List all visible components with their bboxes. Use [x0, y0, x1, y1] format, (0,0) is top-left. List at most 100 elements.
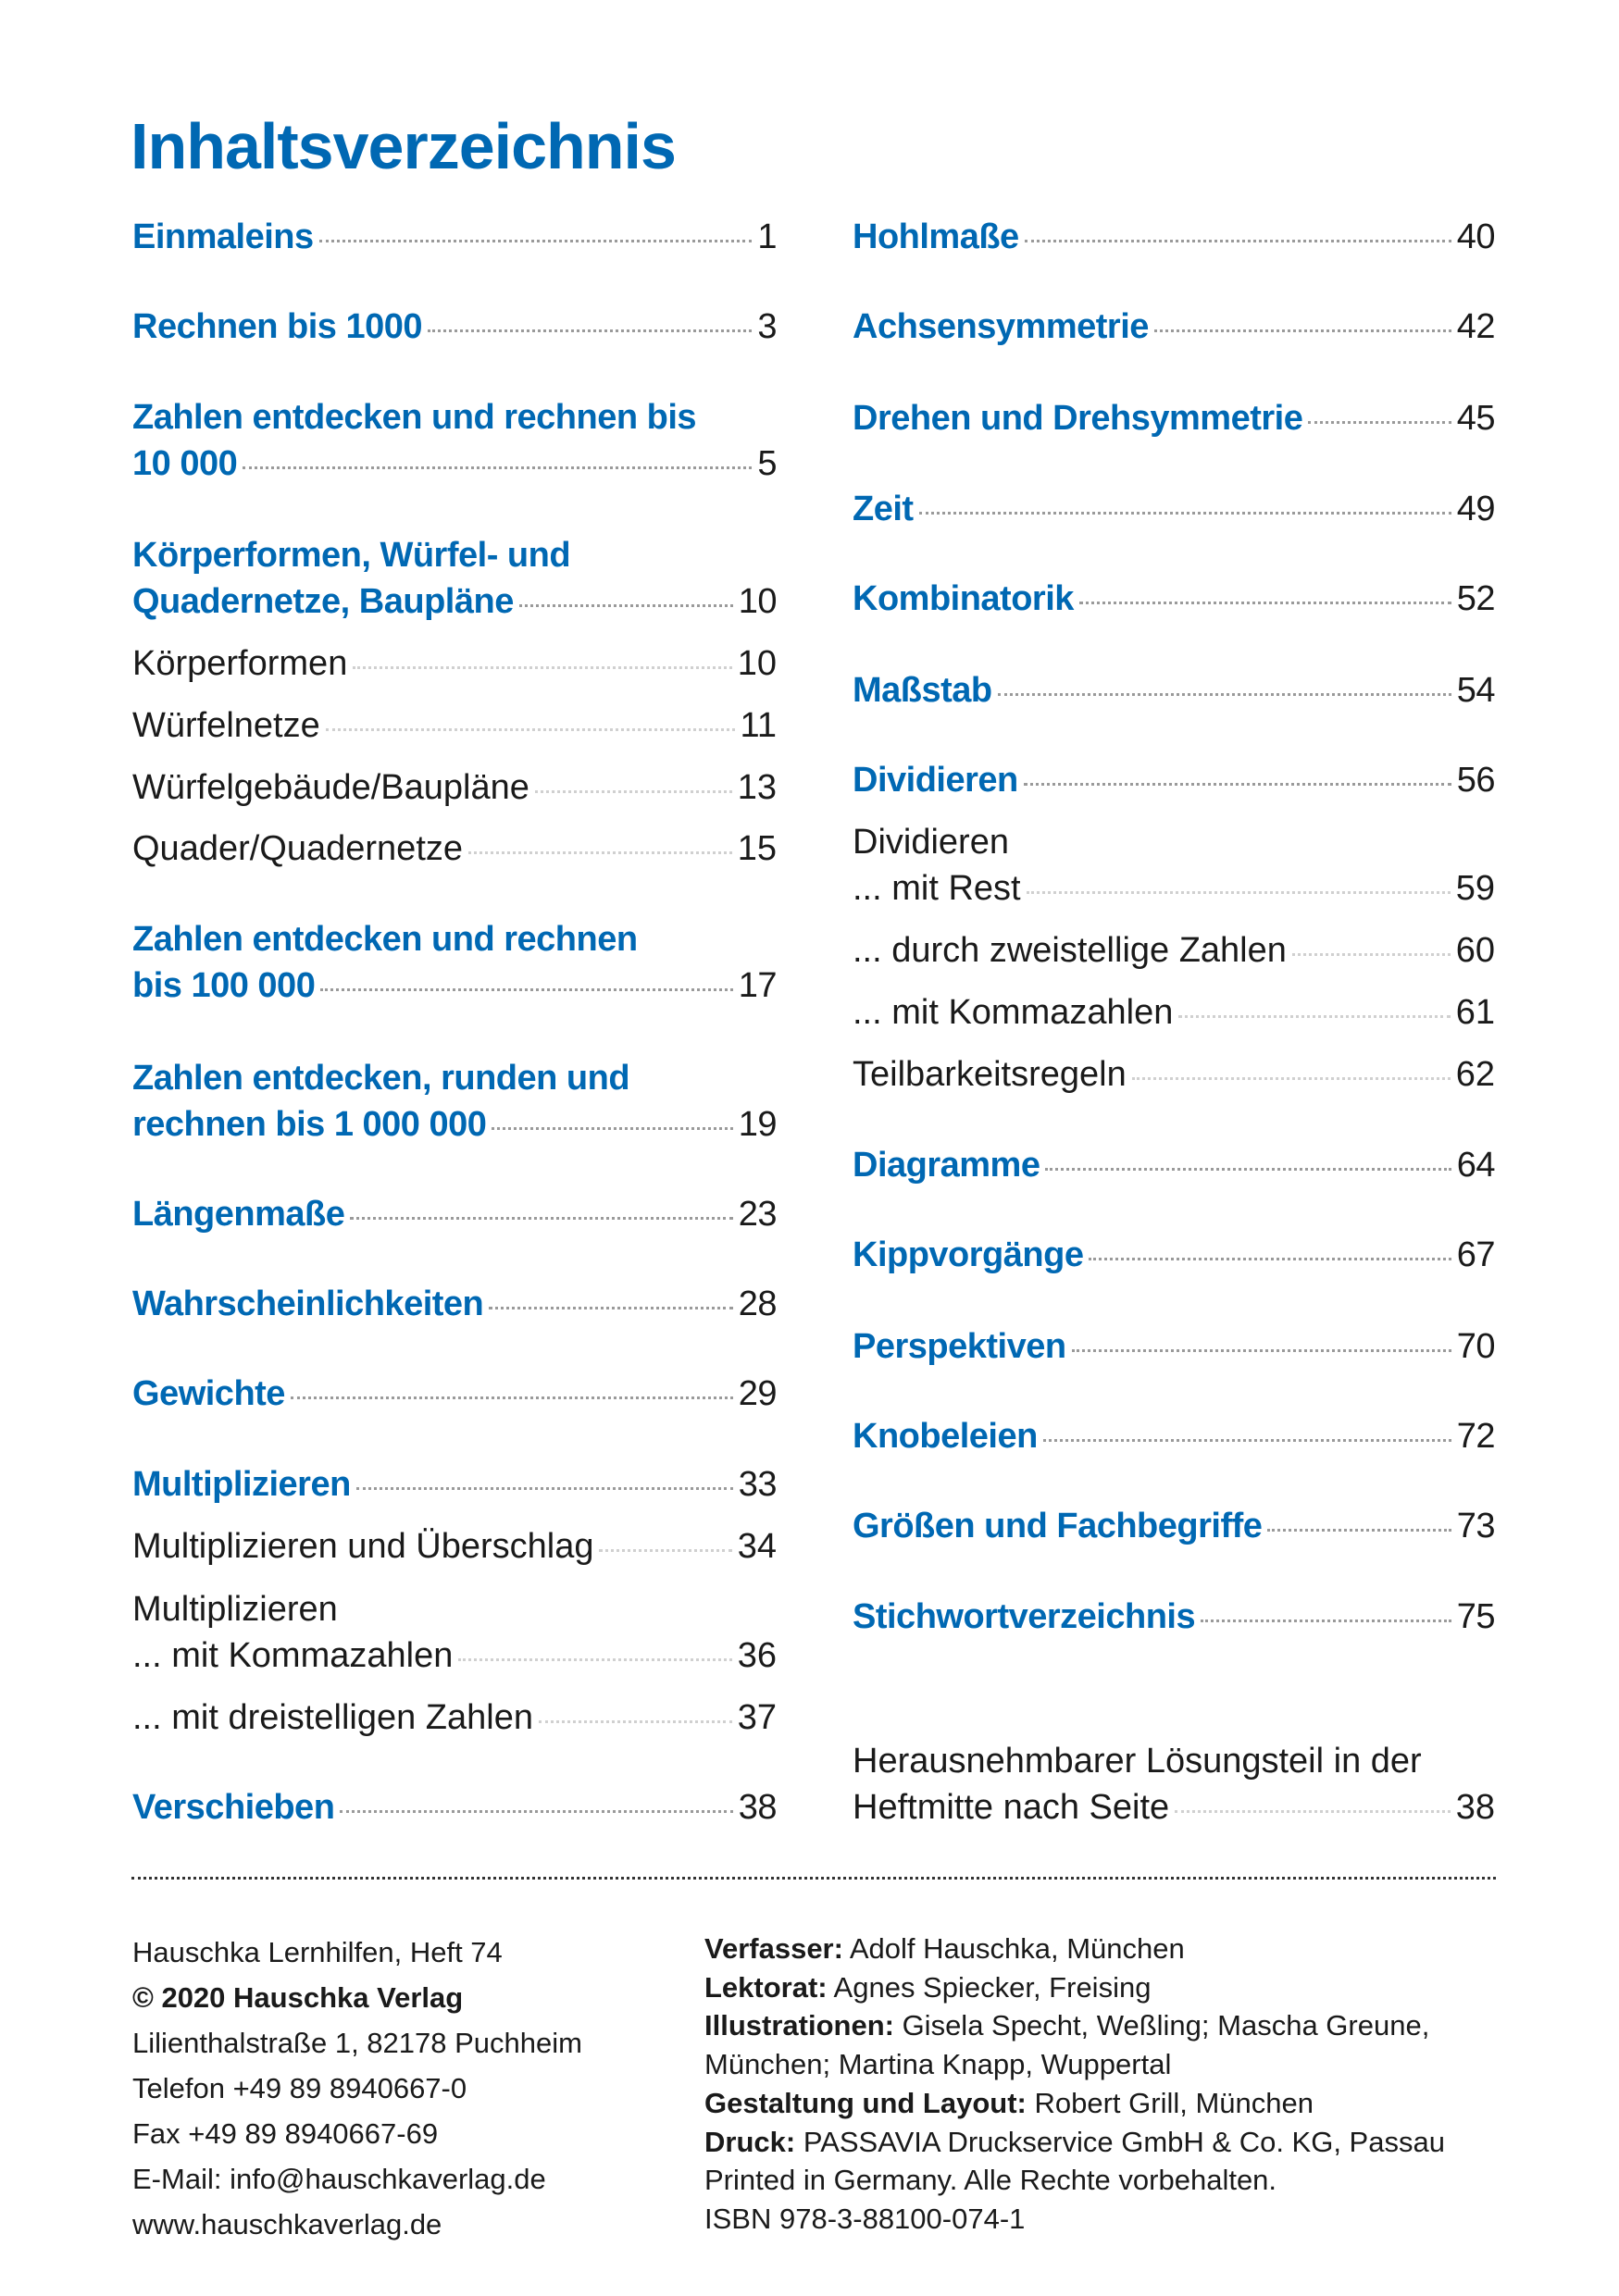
- toc-entry[interactable]: Dividieren ... mit Rest 59: [853, 819, 1495, 912]
- toc-entry-row: ... mit Rest 59: [853, 865, 1495, 912]
- toc-entry[interactable]: Multiplizieren ... mit Kommazahlen 36: [132, 1586, 777, 1679]
- toc-entry-label: bis 100 000: [132, 966, 316, 1006]
- dot-leader: [355, 1487, 733, 1491]
- toc-page-number: 70: [1456, 1326, 1496, 1366]
- toc-entry[interactable]: Achsensymmetrie 42: [853, 304, 1496, 350]
- footer-line: © 2020 Hauschka Verlag: [132, 1981, 464, 2014]
- toc-entry[interactable]: Größen und Fachbegriffe 73: [853, 1503, 1496, 1549]
- toc-entry-label: Teilbarkeitsregeln: [853, 1054, 1127, 1094]
- toc-entry-row: Achsensymmetrie 42: [853, 304, 1496, 350]
- dot-leader: [1071, 1348, 1451, 1352]
- toc-entry-row: Längenmaße 23: [132, 1191, 778, 1237]
- toc-entry[interactable]: Wahrscheinlichkeiten 28: [132, 1281, 778, 1327]
- footer-line: www.hauschkaverlag.de: [132, 2208, 442, 2240]
- toc-entry[interactable]: Herausnehmbarer Lösungsteil in der Heftmi…: [853, 1738, 1495, 1831]
- toc-entry-label: Zeit: [853, 490, 914, 529]
- toc-page-number: 40: [1456, 217, 1496, 256]
- toc-entry-label: Achsensymmetrie: [853, 306, 1149, 346]
- toc-entry-row: Heftmitte nach Seite 38: [853, 1784, 1495, 1831]
- toc-entry[interactable]: ... mit Kommazahlen 61: [853, 989, 1495, 1036]
- toc-entry[interactable]: ... mit dreistelligen Zahlen 37: [132, 1694, 777, 1741]
- dot-leader: [350, 1216, 733, 1220]
- toc-entry-row: ... mit dreistelligen Zahlen 37: [132, 1694, 777, 1741]
- dot-leader: [492, 1126, 733, 1130]
- toc-entry[interactable]: Einmaleins 1: [132, 214, 777, 260]
- toc-entry[interactable]: ... durch zweistellige Zahlen 60: [853, 927, 1495, 974]
- toc-entry[interactable]: Würfelgebäude/Baupläne 13: [132, 764, 777, 811]
- toc-entry-title-line: Körperformen, Würfel- und: [132, 536, 571, 576]
- toc-page-number: 52: [1456, 579, 1496, 619]
- toc-entry[interactable]: Hohlmaße 40: [853, 214, 1496, 260]
- toc-entry[interactable]: Dividieren 56: [853, 757, 1496, 803]
- toc-entry[interactable]: Knobeleien 72: [853, 1413, 1496, 1459]
- toc-entry[interactable]: Würfelnetze 11: [132, 702, 777, 749]
- dot-leader: [290, 1396, 733, 1399]
- toc-entry[interactable]: Kippvorgänge 67: [853, 1232, 1496, 1278]
- credit-line: Printed in Germany. Alle Rechte vorbehal…: [704, 2161, 1519, 2200]
- credit-line: Illustrationen: Gisela Specht, Weßling; …: [704, 2006, 1519, 2045]
- dot-leader: [518, 604, 733, 608]
- dotted-divider: [131, 1877, 1496, 1880]
- footer-line: Fax +49 89 8940667-69: [132, 2117, 439, 2150]
- toc-page-number: 10: [737, 644, 777, 684]
- credit-label: Lektorat:: [704, 1970, 828, 2004]
- toc-entry-row: Wahrscheinlichkeiten 28: [132, 1281, 778, 1327]
- credit-label: Druck:: [704, 2125, 796, 2158]
- toc-entry[interactable]: Verschieben 38: [132, 1784, 778, 1831]
- toc-entry-label: Multiplizieren: [132, 1465, 351, 1505]
- dot-leader: [325, 727, 735, 731]
- dot-leader: [243, 465, 753, 469]
- toc-entry[interactable]: Multiplizieren und Überschlag 34: [132, 1523, 777, 1570]
- toc-entry[interactable]: Längenmaße 23: [132, 1191, 778, 1237]
- toc-entry-row: Quader/Quadernetze 15: [132, 825, 777, 872]
- toc-page-number: 38: [738, 1787, 778, 1827]
- footer-line: Telefon +49 89 8940667-0: [132, 2072, 467, 2104]
- toc-entry-row: Zeit 49: [853, 486, 1496, 532]
- toc-entry[interactable]: Multiplizieren 33: [132, 1461, 778, 1508]
- toc-page-number: 3: [757, 306, 777, 346]
- toc-page-number: 23: [738, 1194, 778, 1234]
- toc-entry-row: Teilbarkeitsregeln 62: [853, 1051, 1495, 1098]
- toc-page-number: 73: [1456, 1506, 1496, 1545]
- toc-entry-label: Würfelnetze: [132, 705, 320, 745]
- toc-entry[interactable]: Zahlen entdecken und rechnen bis 100 000 1…: [132, 916, 778, 1009]
- toc-entry[interactable]: Teilbarkeitsregeln 62: [853, 1051, 1495, 1098]
- toc-page-number: 56: [1456, 760, 1496, 800]
- toc-entry[interactable]: Zahlen entdecken und rechnen bis 10 000 5: [132, 394, 777, 487]
- toc-entry[interactable]: Körperformen, Würfel- und Quadernetze, Ba…: [132, 532, 778, 625]
- toc-entry-label: ... mit dreistelligen Zahlen: [132, 1697, 533, 1737]
- toc-entry-row: Maßstab 54: [853, 667, 1496, 714]
- toc-page-number: 19: [738, 1104, 778, 1144]
- dot-leader: [1175, 1809, 1451, 1813]
- toc-entry[interactable]: Rechnen bis 1000 3: [132, 304, 777, 350]
- toc-entry-title-line: Zahlen entdecken und rechnen bis: [132, 397, 697, 437]
- toc-entry-row: Größen und Fachbegriffe 73: [853, 1503, 1496, 1549]
- toc-entry-label: Einmaleins: [132, 217, 314, 256]
- toc-page-number: 13: [737, 767, 777, 807]
- toc-entry[interactable]: Zahlen entdecken, runden und rechnen bis …: [132, 1055, 778, 1148]
- toc-entry[interactable]: Diagramme 64: [853, 1142, 1496, 1188]
- toc-entry-label: Perspektiven: [853, 1326, 1066, 1366]
- toc-entry-label: 10 000: [132, 443, 238, 483]
- toc-entry-label: Verschieben: [132, 1787, 335, 1827]
- toc-entry[interactable]: Gewichte 29: [132, 1371, 778, 1417]
- toc-entry[interactable]: Stichwortverzeichnis 75: [853, 1594, 1496, 1640]
- toc-entry[interactable]: Maßstab 54: [853, 667, 1496, 714]
- toc-entry[interactable]: Drehen und Drehsymmetrie 45: [853, 395, 1496, 441]
- toc-entry[interactable]: Zeit 49: [853, 486, 1496, 532]
- toc-entry[interactable]: Kombinatorik 52: [853, 576, 1496, 622]
- toc-entry-label: Rechnen bis 1000: [132, 306, 423, 346]
- dot-leader: [918, 512, 1451, 515]
- toc-entry-label: ... mit Kommazahlen: [853, 992, 1174, 1032]
- dot-leader: [1089, 1258, 1451, 1261]
- credit-line: ISBN 978-3-88100-074-1: [704, 2200, 1519, 2239]
- credit-value: Agnes Spiecker, Freising: [827, 1970, 1152, 2004]
- toc-entry[interactable]: Quader/Quadernetze 15: [132, 825, 777, 872]
- toc-entry-label: Körperformen: [132, 644, 348, 684]
- toc-entry-row: 10 000 5: [132, 441, 777, 487]
- dot-leader: [320, 988, 733, 992]
- toc-entry-label: Größen und Fachbegriffe: [853, 1506, 1263, 1545]
- toc-entry[interactable]: Körperformen 10: [132, 640, 777, 687]
- toc-entry[interactable]: Perspektiven 70: [853, 1323, 1496, 1370]
- toc-entry-row: Verschieben 38: [132, 1784, 778, 1831]
